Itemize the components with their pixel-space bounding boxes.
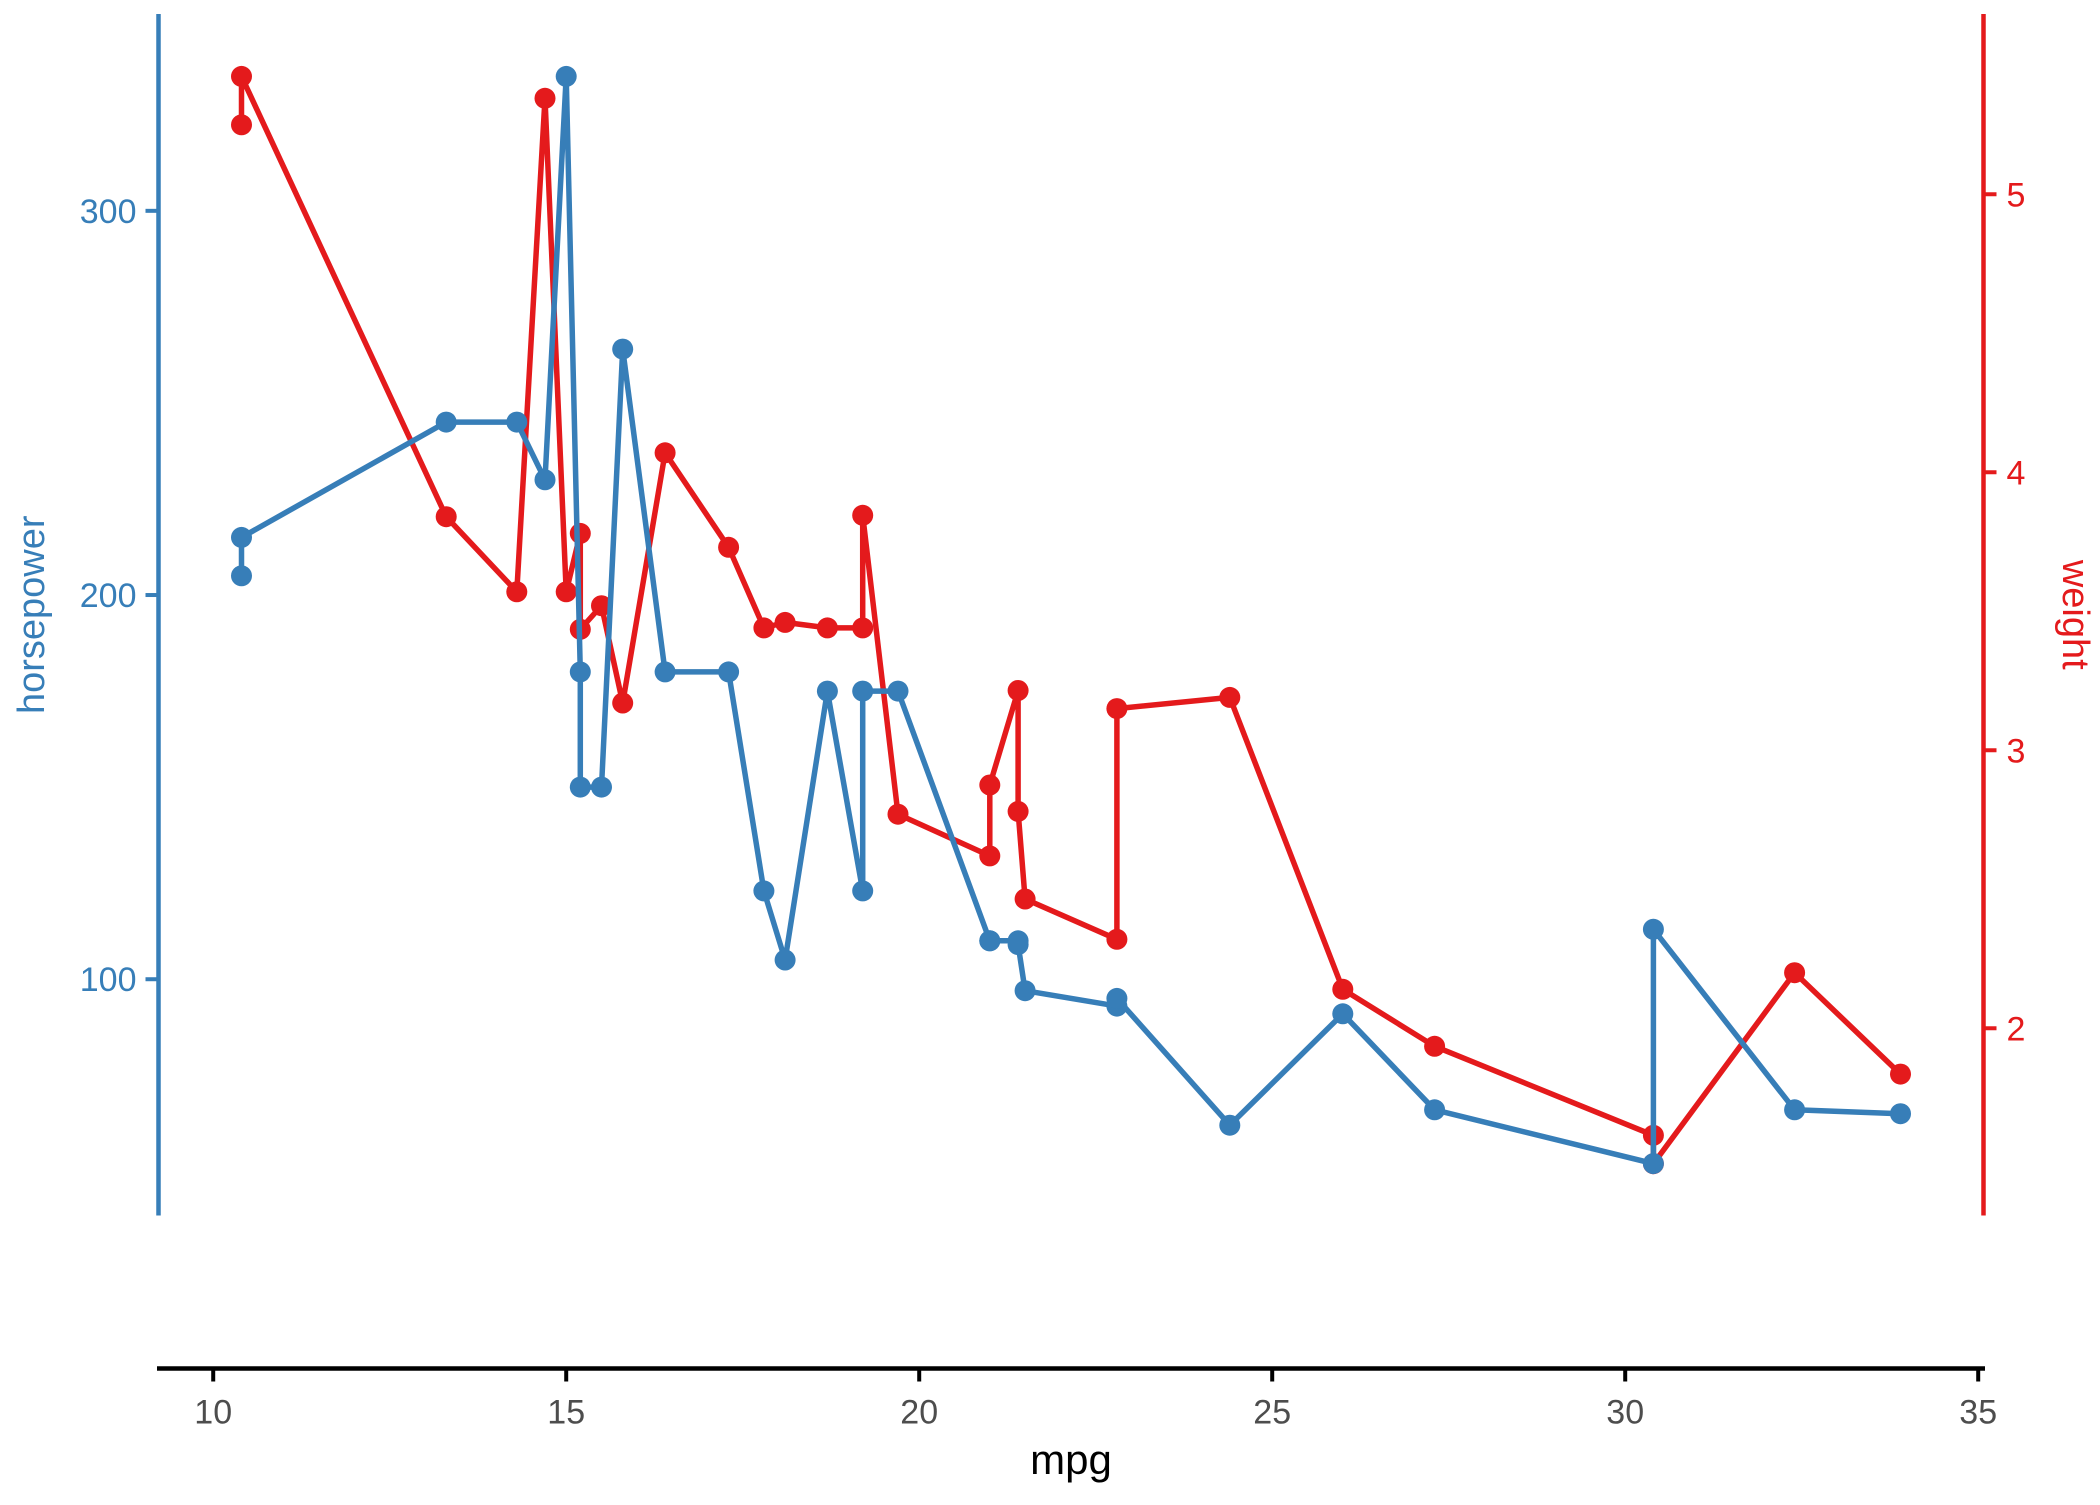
weight-point [435, 506, 457, 528]
horsepower-point [1106, 987, 1128, 1009]
horsepower-point [231, 565, 252, 587]
weight-point [774, 611, 796, 633]
weight-point [1332, 978, 1354, 1000]
horsepower-point [1890, 1103, 1911, 1125]
horsepower-point [887, 680, 909, 702]
horsepower-point [435, 411, 457, 433]
horsepower-point [654, 661, 676, 683]
horsepower-line [238, 73, 1904, 1167]
horsepower-point [1424, 1099, 1446, 1121]
weight-point [591, 595, 612, 617]
weight-point [654, 442, 676, 464]
left-axis-title: horsepower [11, 515, 53, 714]
x-tick-label: 35 [1959, 1394, 1997, 1432]
right-axis-title: weight [2054, 559, 2096, 670]
right-tick-label: 5 [2007, 176, 2026, 214]
horsepower-point [852, 680, 874, 702]
weight-point [979, 845, 1001, 867]
weight-point [852, 504, 874, 526]
horsepower-point [612, 338, 634, 360]
weight-point [1106, 698, 1128, 720]
horsepower-point [979, 930, 1001, 952]
weight-point [231, 65, 252, 87]
series-horsepower [231, 65, 1911, 1175]
weight-point [753, 617, 775, 639]
weight-point [1219, 686, 1241, 708]
horsepower-point [1007, 934, 1029, 956]
series-weight [231, 65, 1911, 1175]
horsepower-point [1642, 918, 1664, 940]
horsepower-point [555, 65, 577, 87]
weight-point [506, 581, 528, 603]
horsepower-point [231, 526, 252, 548]
weight-point [852, 617, 874, 639]
horsepower-point [534, 469, 556, 491]
x-tick-label: 15 [547, 1394, 585, 1432]
weight-point [1890, 1063, 1911, 1085]
weight-point [979, 774, 1001, 796]
horsepower-point [816, 680, 838, 702]
weight-point [1784, 962, 1806, 984]
left-tick-label: 200 [80, 577, 137, 615]
x-tick-label: 25 [1253, 1394, 1291, 1432]
horsepower-point [1642, 1153, 1664, 1175]
weight-point [569, 522, 591, 544]
x-tick-label: 10 [194, 1394, 232, 1432]
left-axis: 100 200 300 horsepower [11, 14, 161, 1216]
weight-point [1007, 800, 1029, 822]
horsepower-point [1014, 980, 1036, 1002]
right-axis: 2 3 4 5 weight [1981, 14, 2096, 1216]
x-tick-label: 30 [1606, 1394, 1644, 1432]
weight-point [718, 536, 740, 558]
horsepower-point [569, 776, 591, 798]
horsepower-point [852, 880, 874, 902]
weight-point [1424, 1035, 1446, 1057]
horsepower-point [1219, 1114, 1241, 1136]
horsepower-point [718, 661, 740, 683]
weight-point [612, 692, 634, 714]
left-tick-label: 300 [80, 193, 137, 231]
left-tick-label: 100 [80, 961, 137, 999]
horsepower-point [1784, 1099, 1806, 1121]
horsepower-point [569, 661, 591, 683]
weight-point [816, 617, 838, 639]
horsepower-point [753, 880, 775, 902]
right-tick-label: 4 [2007, 454, 2026, 492]
right-tick-label: 3 [2007, 732, 2026, 770]
weight-point [555, 581, 577, 603]
weight-point [1007, 680, 1029, 701]
x-axis-title: mpg [1030, 1436, 1112, 1483]
weight-point [1106, 928, 1128, 950]
horsepower-point [506, 411, 528, 433]
right-tick-label: 2 [2007, 1010, 2026, 1048]
horsepower-point [774, 949, 796, 971]
weight-point [1014, 888, 1036, 910]
horsepower-point [591, 776, 612, 798]
weight-point [231, 114, 252, 136]
horsepower-point [1332, 1003, 1354, 1025]
x-axis: 10 15 20 25 30 35 mpg [157, 1366, 1997, 1483]
weight-point [887, 803, 909, 825]
weight-point [534, 87, 556, 109]
x-tick-label: 20 [900, 1394, 938, 1432]
